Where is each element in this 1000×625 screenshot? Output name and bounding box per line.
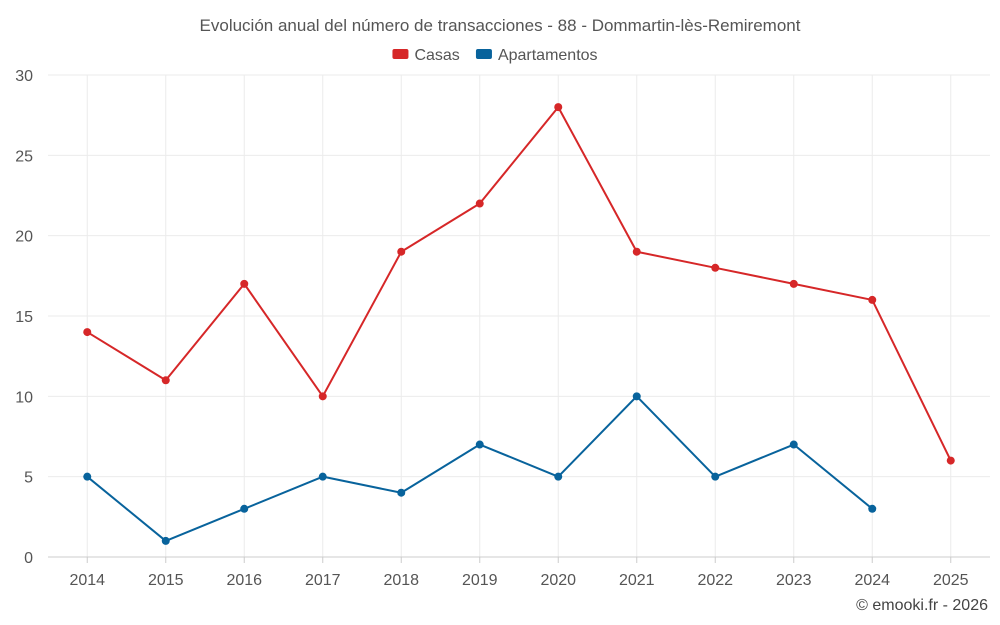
data-point-casas [868,295,877,304]
data-point-apartamentos [475,440,484,449]
y-tick-label: 30 [15,68,33,85]
series-line-casas [86,106,952,462]
y-tick-label: 5 [24,470,33,487]
data-point-casas [240,279,249,288]
data-point-casas [554,103,563,112]
grid [48,74,990,557]
y-tick-label: 10 [15,389,33,406]
data-point-apartamentos [711,472,720,481]
y-tick-label: 20 [15,229,33,246]
legend-swatch-apartamentos [475,49,492,59]
data-point-casas [318,392,327,401]
data-point-apartamentos [161,536,170,545]
y-tick-label: 0 [24,550,33,567]
legend-swatch-casas [392,49,409,59]
series-layer [83,103,955,545]
y-tick-label: 25 [15,148,33,165]
data-point-casas [397,247,406,256]
legend-label-casas: Casas [414,47,459,64]
data-point-apartamentos [83,472,92,481]
x-tick-label: 2014 [69,572,105,589]
legend: Casas Apartamentos [392,47,598,64]
x-tick-label: 2024 [854,572,890,589]
data-point-apartamentos [397,488,406,497]
data-point-casas [475,199,484,208]
x-tick-label: 2017 [305,572,341,589]
x-tick-label: 2021 [619,572,655,589]
data-point-casas [161,376,170,385]
data-point-casas [83,328,92,337]
x-tick-label: 2020 [540,572,576,589]
x-tick-label: 2025 [933,572,969,589]
legend-label-apartamentos: Apartamentos [498,47,598,64]
x-tick-label: 2018 [383,572,419,589]
x-tick-label: 2019 [462,572,498,589]
x-tick-label: 2015 [148,572,184,589]
data-point-apartamentos [318,472,327,481]
data-point-apartamentos [632,392,641,401]
data-point-casas [946,456,955,465]
data-point-apartamentos [554,472,563,481]
x-tick-label: 2023 [776,572,812,589]
data-point-apartamentos [240,504,249,513]
data-point-apartamentos [868,504,877,513]
x-tick-label: 2022 [697,572,733,589]
y-tick-label: 15 [15,309,33,326]
chart-title: Evolución anual del número de transaccio… [200,16,801,35]
x-tick-label: 2016 [226,572,262,589]
data-point-casas [632,247,641,256]
data-point-casas [711,263,720,272]
credit-text: © emooki.fr - 2026 [856,597,988,614]
data-point-apartamentos [789,440,798,449]
data-point-casas [789,279,798,288]
